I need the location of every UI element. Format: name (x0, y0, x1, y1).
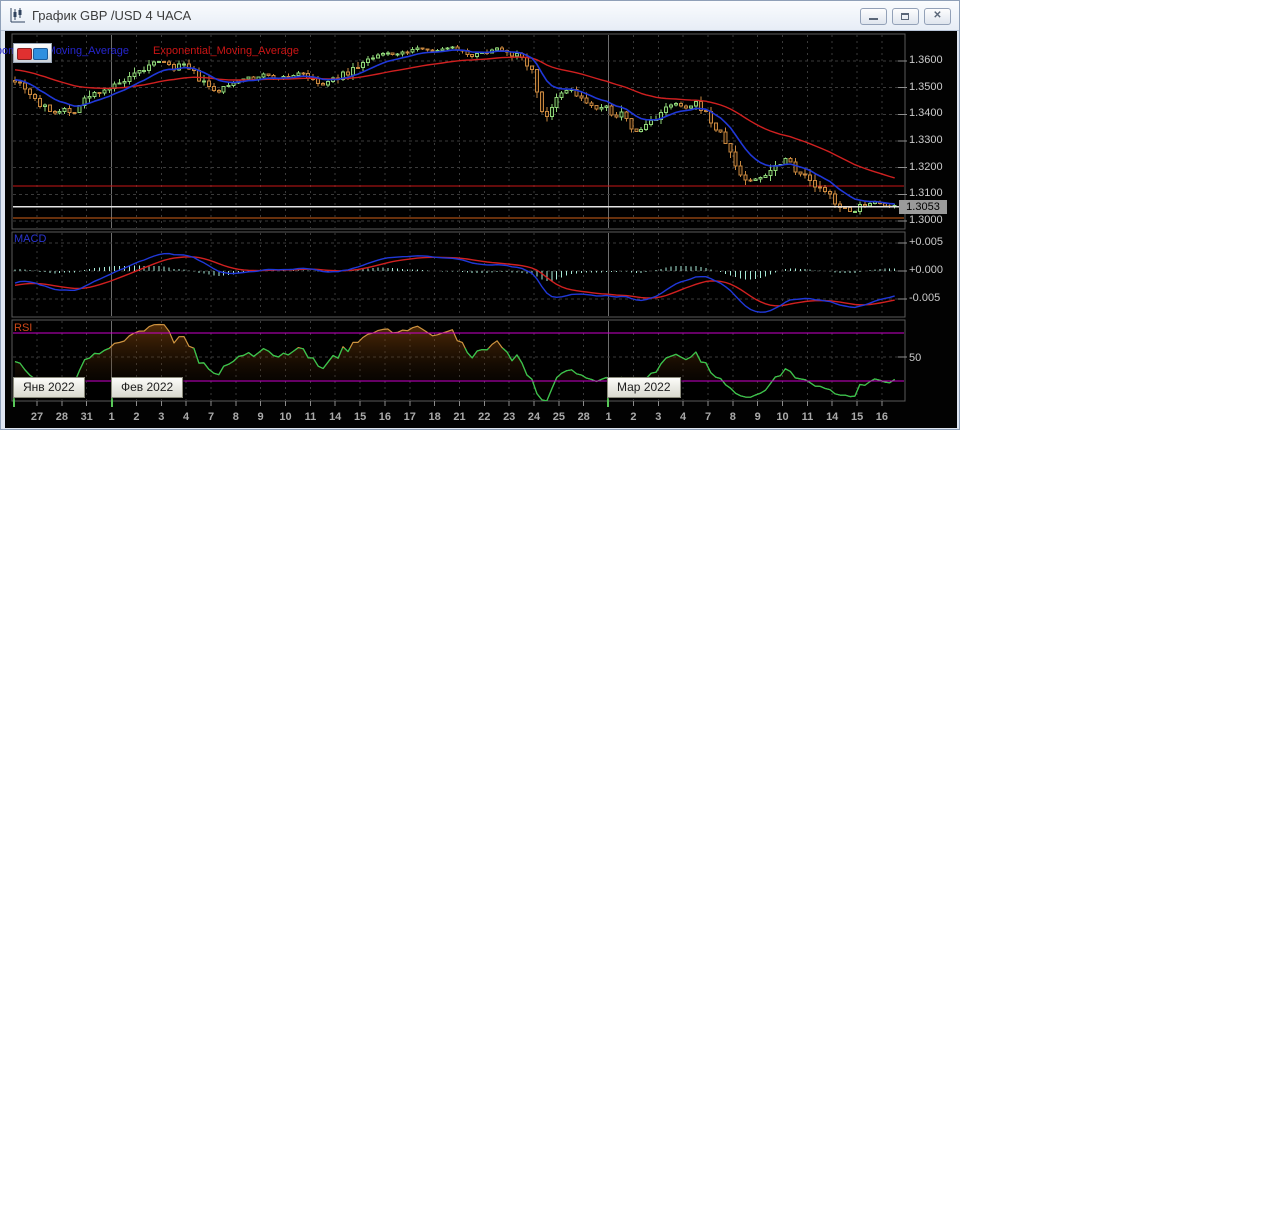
maximize-button[interactable] (892, 8, 919, 25)
close-icon: ✕ (933, 10, 942, 21)
maximize-icon (901, 13, 909, 20)
chart-window: График GBP /USD 4 ЧАСА ✕ Exponential_Mov… (0, 0, 960, 430)
window-titlebar[interactable]: График GBP /USD 4 ЧАСА ✕ (1, 1, 959, 31)
window-title: График GBP /USD 4 ЧАСА (32, 8, 192, 23)
close-button[interactable]: ✕ (924, 8, 951, 25)
chart-canvas[interactable] (1, 1, 957, 428)
minimize-button[interactable] (860, 8, 887, 25)
minimize-icon (869, 18, 878, 20)
candlestick-chart-icon (10, 8, 25, 23)
